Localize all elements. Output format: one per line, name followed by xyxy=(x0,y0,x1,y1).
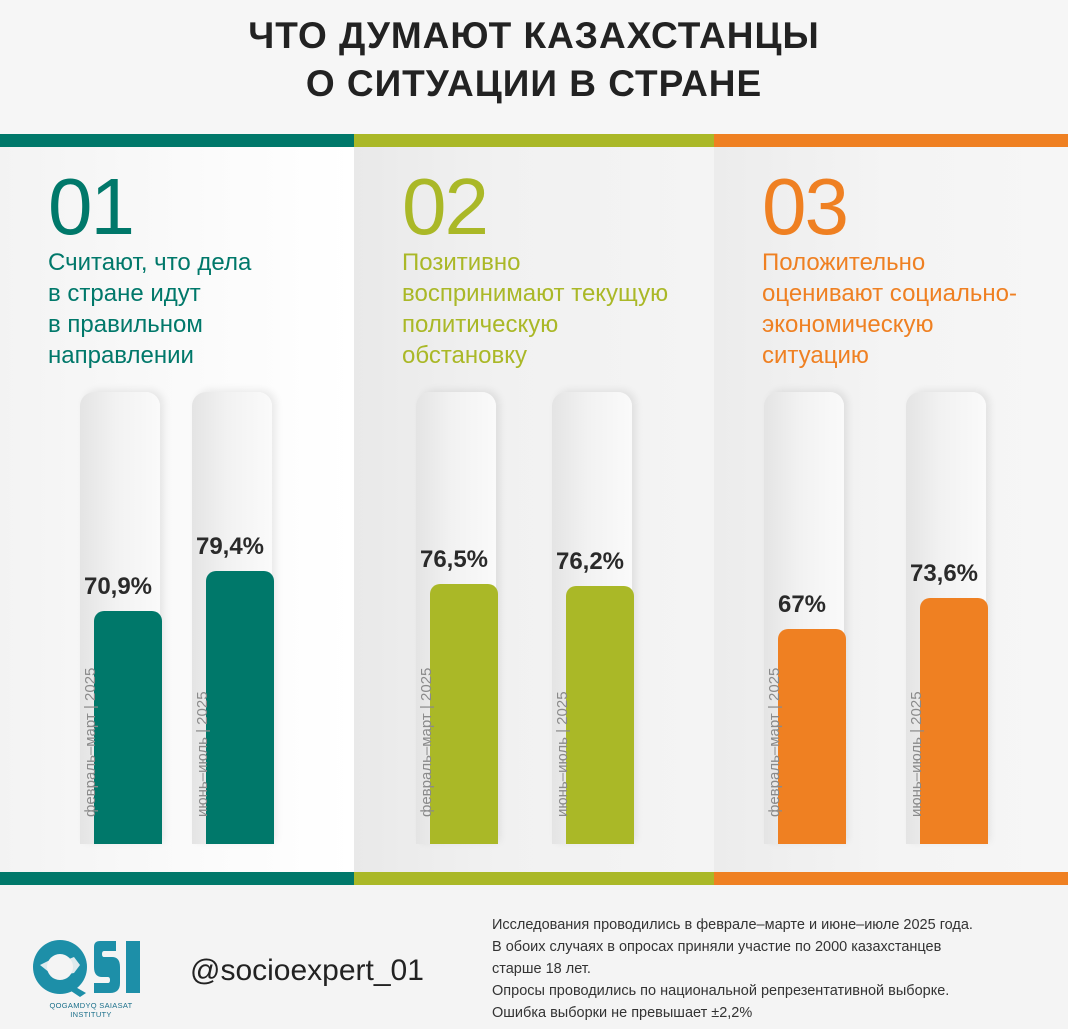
bar-track: 76,2% июнь–июль | 2025 xyxy=(552,392,634,844)
methodology-notes: Исследования проводились в феврале–марте… xyxy=(492,914,1062,1024)
caption-line: обстановку xyxy=(402,342,528,369)
bar-value-label: 70,9% xyxy=(83,573,153,600)
top-stripe-teal xyxy=(0,134,354,147)
note-line: В обоих случаях в опросах приняли участи… xyxy=(492,939,942,955)
bar-track: 67% февраль–март | 2025 xyxy=(764,392,846,844)
bar-track: 73,6% июнь–июль | 2025 xyxy=(906,392,988,844)
top-stripe-olive xyxy=(354,134,714,147)
note-line: Опросы проводились по национальной репре… xyxy=(492,983,950,999)
caption-line: Положительно xyxy=(762,249,926,276)
panel-caption: Позитивно воспринимают текущую политическу… xyxy=(402,247,702,371)
panel-01: 01 Считают, что дела в стране идут в правил… xyxy=(0,147,354,872)
qsi-logo-icon xyxy=(33,940,140,997)
bar-value-label: 79,4% xyxy=(195,533,265,560)
caption-line: Позитивно xyxy=(402,249,521,276)
period-label: февраль–март | 2025 xyxy=(418,624,442,834)
bar-jun-jul xyxy=(206,571,274,844)
note-line: старше 18 лет. xyxy=(492,961,591,977)
caption-line: политическую xyxy=(402,311,559,338)
period-label: июнь–июль | 2025 xyxy=(908,624,932,834)
panel-caption: Положительно оценивают социально-экономич… xyxy=(762,247,1062,371)
panel-03: 03 Положительно оценивают социально-эконом… xyxy=(714,147,1068,872)
bar-jun-jul xyxy=(920,598,988,844)
page-title-line-1: ЧТО ДУМАЮТ КАЗАХСТАНЦЫ xyxy=(248,15,820,56)
caption-line: оценивают социально- xyxy=(762,280,1018,307)
bar-value-label: 76,5% xyxy=(419,546,489,573)
bar-feb-mar xyxy=(778,629,846,844)
bar-feb-mar xyxy=(94,611,162,844)
period-label-text: февраль–март | 2025 xyxy=(766,667,783,817)
page-title-line-2: О СИТУАЦИИ В СТРАНЕ xyxy=(305,63,763,104)
bar-jun-jul xyxy=(566,586,634,844)
panel-02: 02 Позитивно воспринимают текущую политичес… xyxy=(354,147,714,872)
panel-number: 02 xyxy=(402,162,489,251)
period-label: июнь–июль | 2025 xyxy=(194,624,218,834)
note-line: Ошибка выборки не превышает ±2,2% xyxy=(492,1005,753,1021)
caption-line: Считают, что дела xyxy=(48,249,252,276)
bar-track: 79,4% июнь–июль | 2025 xyxy=(192,392,274,844)
note-line: Исследования проводились в феврале–марте… xyxy=(492,917,973,933)
caption-line: в правильном xyxy=(48,311,203,338)
period-label-text: июнь–июль | 2025 xyxy=(194,691,211,817)
title-block: ЧТО ДУМАЮТ КАЗАХСТАНЦЫ О СИТУАЦИИ В СТРА… xyxy=(0,0,1068,134)
period-label-text: июнь–июль | 2025 xyxy=(554,691,571,817)
bottom-stripe-olive xyxy=(354,872,714,885)
caption-line: направлении xyxy=(48,342,194,369)
period-label-text: февраль–март | 2025 xyxy=(82,667,99,817)
logo-subtitle: QOGAMDYQ SAIASAT INSTITUTY xyxy=(49,1001,133,1019)
social-handle: @socioexpert_01 xyxy=(190,954,424,987)
bar-track: 76,5% февраль–март | 2025 xyxy=(416,392,498,844)
bottom-stripe-orange xyxy=(714,872,1068,885)
caption-line: ситуацию xyxy=(762,342,869,369)
bar-value-label: 73,6% xyxy=(909,560,979,587)
panel-number: 01 xyxy=(48,162,135,251)
panel-caption: Считают, что дела в стране идут в правильн… xyxy=(48,247,348,371)
period-label: февраль–март | 2025 xyxy=(82,624,106,834)
bar-track: 70,9% февраль–март | 2025 xyxy=(80,392,162,844)
bar-value-label: 76,2% xyxy=(555,548,625,575)
bottom-stripe-teal xyxy=(0,872,354,885)
bar-value-label: 67% xyxy=(777,591,827,618)
qsi-logo: QOGAMDYQ SAIASAT INSTITUTY xyxy=(30,935,152,1019)
caption-line: экономическую xyxy=(762,311,934,338)
period-label: июнь–июль | 2025 xyxy=(554,624,578,834)
panel-number: 03 xyxy=(762,162,849,251)
period-label: февраль–март | 2025 xyxy=(766,624,790,834)
top-stripe-orange xyxy=(714,134,1068,147)
bar-feb-mar xyxy=(430,584,498,844)
period-label-text: июнь–июль | 2025 xyxy=(908,691,925,817)
period-label-text: февраль–март | 2025 xyxy=(418,667,435,817)
caption-line: в стране идут xyxy=(48,280,201,307)
caption-line: воспринимают текущую xyxy=(402,280,669,307)
